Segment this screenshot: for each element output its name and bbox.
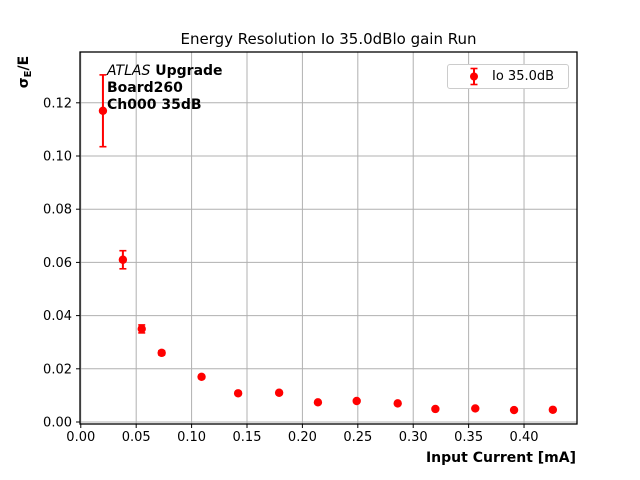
x-tick-label: 0.00: [66, 430, 95, 445]
y-tick-label: 0.08: [43, 203, 72, 218]
data-point: [137, 324, 146, 334]
annotation-atlas: ATLAS: [107, 63, 151, 79]
data-point: [274, 388, 284, 397]
errorbar-marker-icon: [470, 67, 478, 86]
data-point: [157, 348, 166, 358]
y-tick-label: 0.10: [43, 150, 72, 165]
x-tick-label: 0.25: [343, 430, 372, 445]
annotation-line-2: Board260: [107, 80, 183, 96]
annotation-line-1: ATLAS Upgrade: [107, 63, 223, 80]
x-tick-label: 0.30: [399, 430, 428, 445]
ylabel-sigma: σ: [16, 77, 32, 89]
x-tick-label: 0.15: [233, 430, 262, 445]
ylabel-subscript: E: [23, 70, 34, 78]
data-point: [393, 399, 402, 408]
x-tick-label: 0.20: [288, 430, 317, 445]
data-point: [509, 405, 519, 415]
chart-title: Energy Resolution Io 35.0dBlo gain Run: [180, 30, 477, 48]
y-tick-label: 0.06: [43, 256, 72, 271]
ylabel-suffix: /E: [16, 55, 32, 71]
x-tick-label: 0.10: [177, 430, 206, 445]
x-tick-label: 0.40: [510, 430, 539, 445]
data-point: [233, 389, 243, 398]
data-point: [431, 404, 440, 414]
annotation-upgrade: Upgrade: [150, 63, 223, 79]
x-tick-label: 0.05: [122, 430, 151, 445]
data-point: [548, 405, 558, 414]
axes-frame: [79, 51, 578, 425]
annotation-line-3: Ch000 35dB: [107, 97, 202, 113]
legend-label: Io 35.0dB: [492, 69, 555, 84]
x-axis-label: Input Current [mA]: [425, 450, 576, 466]
annotation-block: ATLAS Upgrade Board260 Ch000 35dB: [107, 63, 223, 114]
data-point: [98, 106, 108, 115]
data-point: [197, 372, 206, 381]
data-point: [118, 255, 128, 264]
y-axis-label: σE/E: [16, 56, 34, 88]
y-tick-label: 0.02: [43, 362, 72, 377]
x-tick-label: 0.35: [454, 430, 483, 445]
data-point: [471, 404, 480, 413]
y-tick-label: 0.12: [43, 96, 72, 111]
y-tick-label: 0.00: [43, 416, 72, 431]
data-point: [313, 398, 323, 407]
data-point: [352, 396, 361, 406]
y-tick-label: 0.04: [43, 309, 72, 324]
legend: Io 35.0dB: [447, 64, 569, 89]
